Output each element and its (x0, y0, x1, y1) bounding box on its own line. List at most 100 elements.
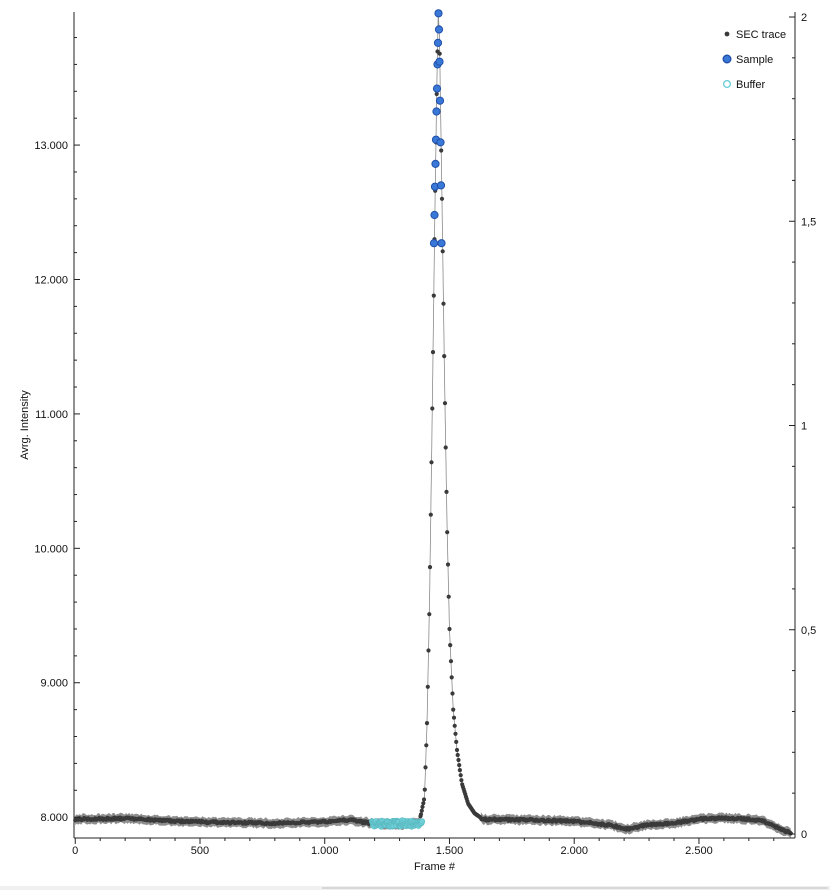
x-tick-label: 2.000 (560, 845, 588, 857)
y2-tick-label: 0 (801, 829, 807, 841)
legend-marker-buffer (722, 79, 732, 89)
legend-label-buffer: Buffer (736, 79, 765, 91)
sec-trace-point (421, 801, 426, 806)
sec-trace-point (447, 626, 452, 632)
y-tick-label: 8.000 (40, 812, 68, 824)
sec-trace-point (452, 723, 457, 728)
buffer-series (369, 817, 426, 830)
sec-trace-point (424, 721, 430, 726)
sample-point (436, 181, 446, 190)
y2-axis: 0 0,5 1 1,5 2 (789, 12, 816, 841)
y-tick-label: 11.000 (35, 409, 68, 421)
y-axis-title: Avrg. Intensity (19, 390, 31, 460)
sec-trace-point (456, 757, 461, 763)
sec-trace-point (453, 731, 458, 736)
sec-trace-point (444, 489, 449, 494)
sample-point (437, 239, 446, 248)
sec-trace-point (428, 512, 433, 517)
sample-point (434, 25, 444, 34)
y-tick-label: 12.000 (34, 274, 68, 286)
sec-trace-point (419, 808, 424, 813)
sec-trace-point (422, 787, 427, 792)
legend-item-sample[interactable]: Sample (722, 54, 773, 66)
sec-trace-point (440, 249, 445, 254)
sec-trace-point (451, 715, 457, 720)
sec-trace-point (430, 350, 436, 355)
sec-trace-point (421, 797, 427, 802)
sec-trace-series (73, 9, 793, 836)
sec-trace-point (457, 763, 462, 768)
sample-point (434, 9, 443, 18)
sample-point (429, 239, 439, 248)
sec-trace-point (448, 659, 454, 664)
legend-item-sec-trace[interactable]: SEC trace (724, 29, 787, 41)
x-tick-label: 500 (191, 845, 209, 857)
sec-trace-point (431, 293, 436, 298)
sample-point (433, 38, 443, 48)
window-bottom-edge (0, 886, 830, 890)
sample-point (432, 84, 442, 93)
sec-trace-point (457, 768, 462, 773)
sample-point (430, 210, 439, 220)
sec-trace-point (458, 773, 463, 778)
sec-trace-point (788, 831, 793, 836)
sample-point (436, 138, 445, 147)
y-tick-label: 9.000 (40, 678, 68, 690)
legend-marker-sample (722, 54, 732, 64)
sec-trace-point (445, 562, 451, 567)
sec-trace-point (454, 747, 460, 753)
sec-trace-point (448, 643, 453, 648)
y-axis: 8.000 9.000 10.000 11.000 12.000 13.000 (34, 37, 80, 824)
sec-trace-point (454, 739, 459, 745)
sec-trace-point (420, 804, 425, 810)
sec-trace-point (450, 691, 455, 696)
sec-trace-point (442, 401, 448, 406)
legend-label-sec-trace: SEC trace (736, 29, 786, 41)
sec-trace-point (439, 196, 445, 201)
sample-point (432, 107, 441, 116)
sec-trace-point (425, 684, 430, 689)
sec-trace-point (427, 612, 432, 617)
y-tick-label: 10.000 (34, 543, 68, 555)
sec-trace-point (442, 354, 447, 359)
sec-trace-point (430, 406, 435, 411)
buffer-point (418, 818, 426, 825)
x-tick-label: 0 (72, 845, 78, 857)
sec-trace-point (426, 648, 431, 653)
y2-tick-label: 0,5 (801, 625, 816, 637)
sec-trace-point (449, 675, 454, 680)
x-tick-label: 2.500 (685, 845, 713, 857)
sample-series (429, 9, 446, 248)
sec-trace-point (445, 530, 450, 535)
sec-trace-point (437, 51, 442, 56)
y-tick-label: 13.000 (34, 140, 68, 152)
x-tick-label: 1.000 (311, 845, 339, 857)
sec-trace-point (418, 812, 424, 817)
sample-point (435, 96, 445, 105)
sec-trace-point (459, 778, 464, 783)
y2-tick-label: 2 (801, 12, 807, 24)
legend-item-buffer[interactable]: Buffer (722, 79, 766, 91)
sec-trace-line (74, 11, 792, 835)
sec-trace-point (434, 91, 439, 97)
legend[interactable]: SEC trace Sample Buffer (722, 29, 787, 91)
sec-trace-band (75, 812, 791, 839)
sec-trace-point (446, 594, 451, 599)
y2-tick-label: 1,5 (801, 216, 816, 228)
sample-point (435, 57, 444, 66)
legend-label-sample: Sample (736, 54, 773, 66)
sec-trace-point (451, 707, 456, 712)
sample-point (431, 159, 440, 168)
y2-tick-label: 1 (801, 421, 807, 433)
x-axis-title: Frame # (414, 861, 456, 873)
sec-trace-point (455, 752, 460, 758)
x-axis: 0 500 1.000 1.500 2.000 2.500 (72, 838, 775, 857)
legend-marker-sec-trace (724, 31, 730, 37)
sec-trace-point (424, 743, 429, 748)
sec-trace-point (423, 765, 428, 770)
sec-trace-point (443, 445, 448, 450)
sec-trace-point (439, 148, 444, 153)
sec-trace-point (427, 565, 433, 570)
x-tick-label: 1.500 (436, 845, 464, 857)
